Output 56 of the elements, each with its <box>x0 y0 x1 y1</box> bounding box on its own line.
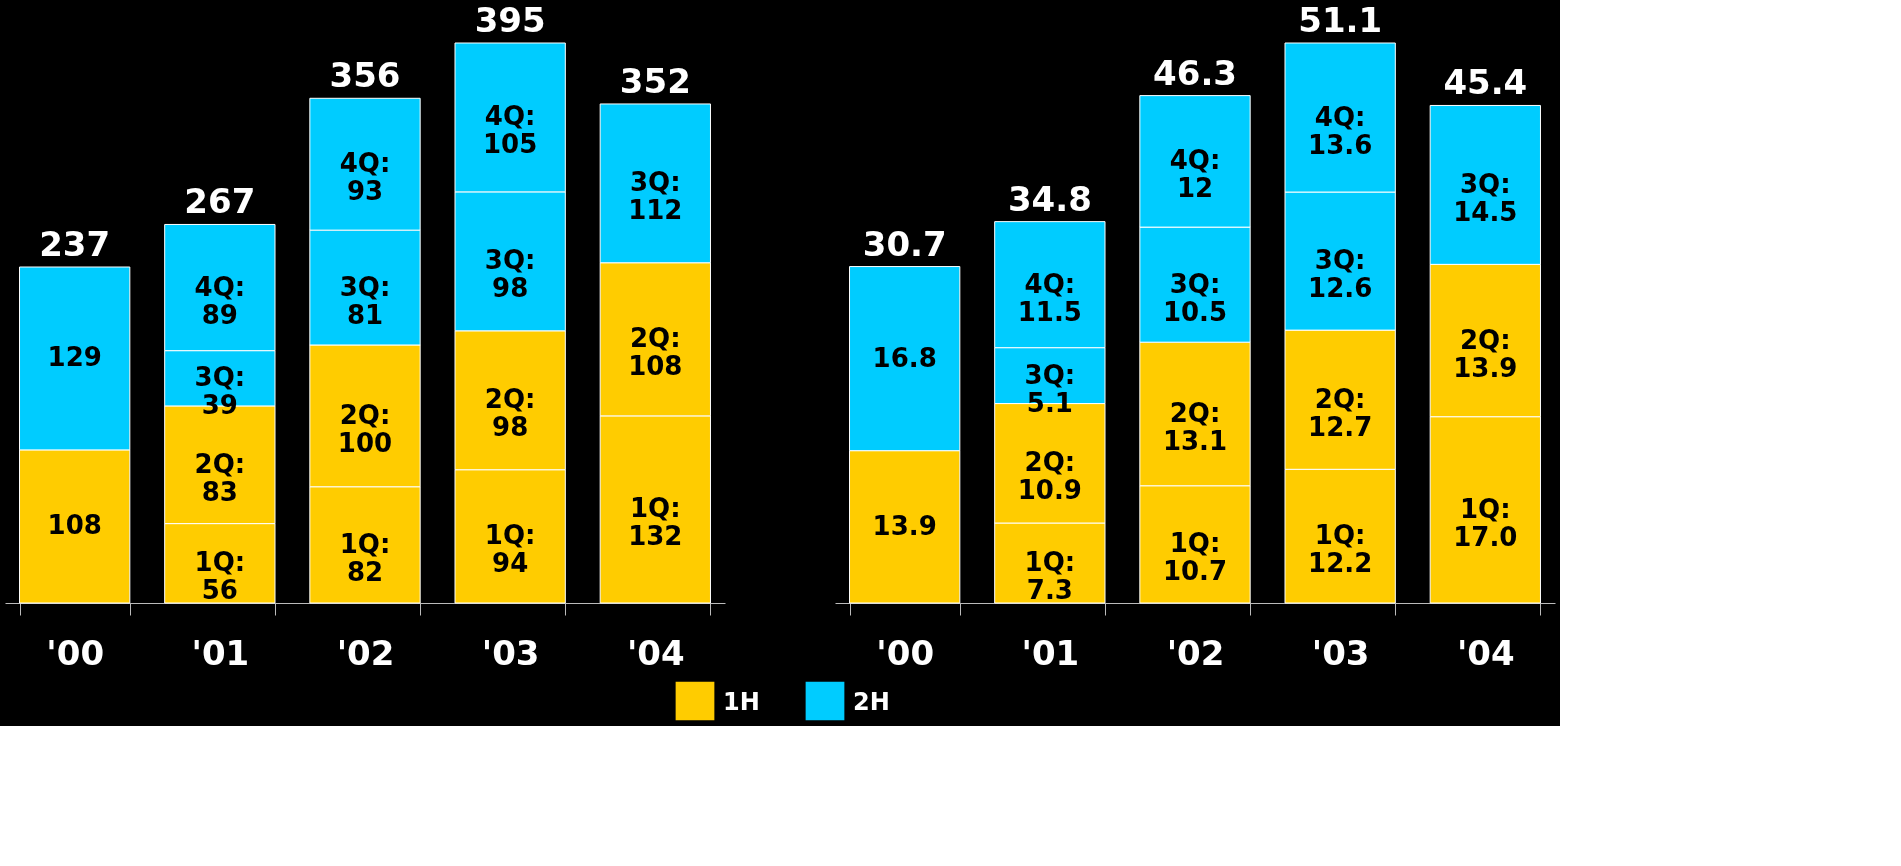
legend-label: 1H <box>723 688 760 716</box>
x-tick-label: '01 <box>1021 632 1080 673</box>
data-label: 1Q: 132 <box>628 493 683 552</box>
total-label: 30.7 <box>862 223 947 264</box>
x-tick-label: '00 <box>46 632 105 673</box>
data-label: 4Q: 13.6 <box>1308 101 1373 160</box>
data-label: 3Q: 10.5 <box>1162 268 1228 327</box>
data-label: 129 <box>47 342 102 373</box>
data-label: 3Q: 12.6 <box>1308 245 1373 304</box>
data-label: 13.9 <box>872 510 937 541</box>
data-label: 1Q: 10.7 <box>1162 528 1228 587</box>
x-tick-label: '04 <box>1456 632 1515 673</box>
data-label: 4Q: 89 <box>194 271 246 330</box>
data-label: 4Q: 105 <box>483 101 538 160</box>
x-tick-label: '03 <box>1311 632 1370 673</box>
data-label: 1Q: 56 <box>194 547 246 606</box>
data-label: 1Q: 7.3 <box>1024 547 1076 605</box>
data-label: 2Q: 12.7 <box>1308 383 1373 442</box>
total-label: 34.8 <box>1007 178 1092 219</box>
x-tick-label: '03 <box>481 632 540 673</box>
data-label: 4Q: 12 <box>1169 145 1221 204</box>
data-label: 3Q: 39 <box>194 362 246 421</box>
x-tick-label: '02 <box>1166 632 1225 673</box>
total-label: 267 <box>184 181 256 222</box>
data-label: 2Q: 98 <box>484 384 536 443</box>
total-label: 352 <box>619 60 691 101</box>
total-label: 237 <box>39 224 111 264</box>
data-label: 108 <box>47 510 102 541</box>
total-label: 395 <box>474 0 546 40</box>
x-tick-label: '00 <box>876 632 935 673</box>
data-label: 2Q: 10.9 <box>1017 447 1082 506</box>
data-label: 16.8 <box>872 342 937 373</box>
total-label: 51.1 <box>1298 0 1383 40</box>
data-label: 1Q: 17.0 <box>1453 493 1518 552</box>
data-label: 1Q: 94 <box>484 520 536 579</box>
data-label: 3Q: 81 <box>339 271 391 330</box>
total-label: 356 <box>329 55 401 96</box>
data-label: 3Q: 14.5 <box>1453 168 1518 227</box>
data-label: 3Q: 112 <box>628 167 683 226</box>
data-label: 2Q: 13.1 <box>1162 397 1228 456</box>
data-label: 4Q: 11.5 <box>1017 268 1082 327</box>
data-label: 1Q: 12.2 <box>1308 520 1373 579</box>
data-label: 2Q: 13.9 <box>1453 324 1518 383</box>
data-label: 3Q: 5.1 <box>1024 359 1076 418</box>
x-tick-label: '04 <box>626 632 685 673</box>
legend-label: 2H <box>853 688 890 716</box>
total-label: 45.4 <box>1443 62 1528 103</box>
data-label: 3Q: 98 <box>484 245 536 304</box>
data-label: 1Q: 82 <box>339 528 391 587</box>
x-tick-label: '02 <box>336 632 395 673</box>
data-label: 2Q: 100 <box>337 399 393 458</box>
x-tick-label: '01 <box>191 632 250 673</box>
data-label: 2Q: 108 <box>628 323 683 382</box>
data-label: 2Q: 83 <box>194 448 246 507</box>
total-label: 46.3 <box>1153 52 1237 93</box>
data-label: 4Q: 93 <box>339 148 391 207</box>
